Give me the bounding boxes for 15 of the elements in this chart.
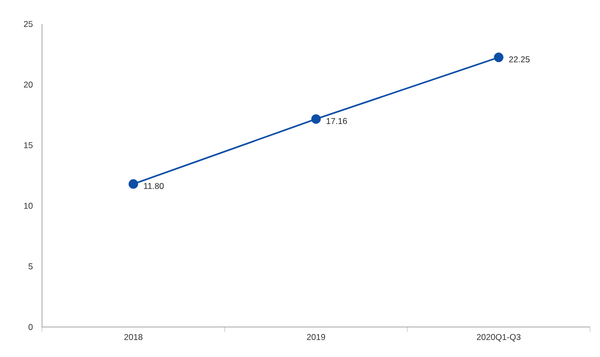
x-tick-label: 2019: [306, 334, 326, 340]
y-tick-label: 25: [24, 21, 33, 28]
y-tick-label: 0: [28, 324, 33, 330]
point: [128, 179, 138, 189]
data-label: 11.80: [144, 182, 164, 189]
x-tick-label: 2020Q1-Q3: [476, 334, 521, 342]
y-tick-label: 10: [24, 202, 33, 209]
point: [494, 52, 504, 62]
data-label: 22.25: [509, 56, 530, 62]
y-tick-label: 15: [24, 142, 33, 148]
x-tick-label: 2018: [124, 334, 142, 340]
data-label: 17.16: [326, 118, 347, 124]
y-tick-label: 5: [28, 263, 33, 270]
y-tick-label: 20: [24, 82, 33, 88]
point: [311, 114, 321, 124]
